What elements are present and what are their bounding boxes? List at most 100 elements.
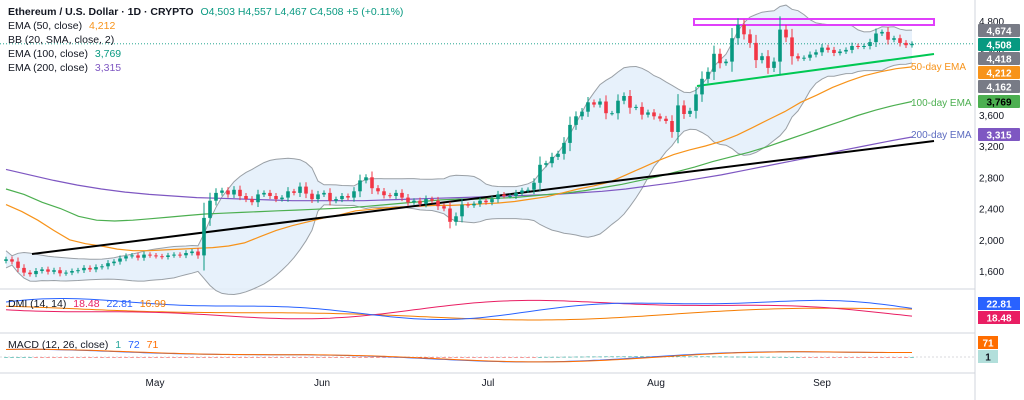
candle-body: [58, 270, 62, 274]
dmi-value-3: 16.99: [139, 298, 166, 310]
ema50-label: EMA (50, close): [8, 20, 83, 32]
symbol-title: Ethereum / U.S. Dollar · 1D · CRYPTO: [8, 6, 194, 18]
macd-histogram-bar: [382, 357, 386, 358]
candle-body: [766, 56, 770, 68]
macd-histogram-bar: [94, 357, 98, 358]
candle-body: [838, 51, 842, 54]
macd-histogram-bar: [502, 357, 506, 358]
candle-body: [262, 192, 266, 195]
ema200-legend[interactable]: EMA (200, close) 3,315: [8, 62, 125, 74]
ema200-label: EMA (200, close): [8, 62, 88, 74]
candle-body: [370, 177, 374, 189]
price-badge: [978, 24, 1020, 37]
candle-body: [526, 189, 530, 191]
candle-body: [574, 116, 578, 125]
macd-histogram-bar: [10, 357, 14, 358]
candlesticks: [4, 16, 914, 278]
macd-histogram-bar: [496, 357, 500, 358]
candle-body: [472, 203, 476, 206]
price-badge: [978, 95, 1020, 108]
macd-histogram-bar: [64, 357, 68, 358]
ema200-annotation: 200-day EMA: [911, 130, 972, 141]
macd-histogram-bar: [484, 357, 488, 358]
candle-body: [880, 31, 884, 34]
candle-body: [622, 96, 626, 101]
macd-histogram-bar: [688, 356, 692, 358]
macd-histogram-bar: [220, 357, 224, 358]
candle-body: [718, 53, 722, 64]
macd-histogram-bar: [640, 356, 644, 357]
bb-lower: [5, 62, 913, 296]
macd-histogram-bar: [616, 356, 620, 358]
candle-body: [190, 251, 194, 254]
price-tick-label: 3,200: [979, 142, 1004, 153]
macd-pane: [0, 348, 975, 363]
macd-histogram-bar: [304, 357, 308, 358]
ema50-legend[interactable]: EMA (50, close) 4,212: [8, 20, 119, 32]
price-badge-label: 3,769: [986, 98, 1011, 109]
macd-signal-line: [5, 348, 912, 363]
macd-histogram-bar: [286, 357, 290, 358]
candle-body: [544, 163, 548, 165]
ema100-legend[interactable]: EMA (100, close) 3,769: [8, 48, 125, 60]
candle-body: [508, 196, 512, 197]
candle-body: [616, 100, 620, 114]
candle-body: [802, 57, 806, 59]
price-badge-label: 4,212: [986, 69, 1011, 80]
candle-body: [226, 190, 230, 195]
macd-histogram-bar: [532, 357, 536, 358]
candle-body: [40, 269, 44, 271]
macd-histogram-bar: [514, 357, 518, 358]
bollinger-bands: [5, 4, 913, 296]
month-tick-label: Jul: [482, 378, 495, 389]
macd-histogram-bar: [694, 356, 698, 358]
candle-body: [178, 254, 182, 256]
candle-body: [460, 204, 464, 217]
macd-histogram-bar: [880, 357, 884, 358]
macd-histogram-bar: [562, 356, 566, 358]
candle-body: [670, 121, 674, 132]
candle-body: [772, 61, 776, 68]
candle-body: [442, 206, 446, 209]
dmi-badge-label: 22.81: [986, 300, 1011, 311]
macd-histogram-bar: [766, 356, 770, 358]
dmi-legend[interactable]: DMI (14, 14) 18.48 22.81 16.99: [8, 298, 170, 310]
macd-legend[interactable]: MACD (12, 26, close) 1 72 71: [8, 339, 162, 351]
candle-body: [742, 24, 746, 35]
candle-body: [106, 263, 110, 267]
macd-histogram-bar: [430, 357, 434, 358]
macd-histogram-bar: [508, 357, 512, 358]
macd-histogram-bar: [814, 357, 818, 358]
candle-body: [520, 190, 524, 193]
candle-body: [118, 258, 122, 262]
month-tick-label: Aug: [647, 378, 665, 389]
candle-body: [94, 267, 98, 270]
candle-body: [28, 272, 32, 275]
macd-histogram-bar: [424, 357, 428, 358]
candle-body: [856, 46, 860, 47]
candle-body: [490, 199, 494, 203]
candle-body: [352, 191, 356, 198]
candle-body: [268, 192, 272, 196]
dmi-plus-line: [5, 298, 913, 320]
macd-histogram-bar: [436, 357, 440, 358]
macd-histogram-bar: [58, 357, 62, 358]
macd-histogram-bar: [682, 356, 686, 358]
candle-body: [790, 37, 794, 57]
candle-body: [358, 180, 362, 192]
macd-histogram-bar: [700, 356, 704, 358]
macd-label: MACD (12, 26, close): [8, 339, 109, 351]
macd-histogram-bar: [838, 357, 842, 358]
macd-histogram-bar: [142, 357, 146, 358]
bb-legend[interactable]: BB (20, SMA, close, 2): [8, 34, 118, 46]
candle-body: [556, 153, 560, 157]
ema100-annotation: 100-day EMA: [911, 98, 972, 109]
candle-body: [730, 38, 734, 62]
macd-histogram-bar: [136, 357, 140, 358]
macd-histogram-bar: [580, 356, 584, 358]
candle-body: [124, 256, 128, 259]
candle-body: [82, 267, 86, 271]
candle-body: [736, 24, 740, 39]
candle-body: [4, 259, 8, 261]
